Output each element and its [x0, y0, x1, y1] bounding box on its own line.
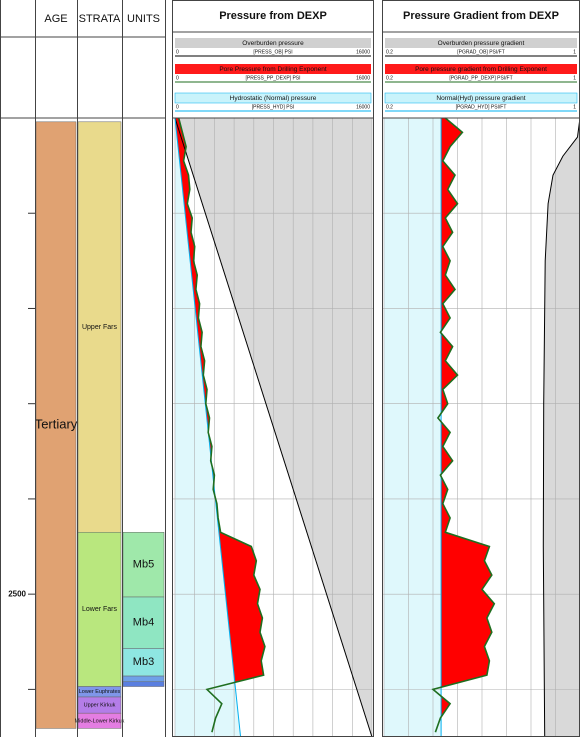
overburden-scale-right: 16000 [356, 49, 370, 55]
pore-mnemonic: [PGRAD_PP_DEXP] PSI/FT [449, 75, 512, 81]
strata-label: Lower Fars [82, 606, 118, 613]
hydrostatic-mnemonic: [PGRAD_HYD] PSI/FT [456, 104, 507, 110]
age-label: Tertiary [35, 416, 78, 431]
overburden-line [542, 117, 580, 737]
pore-legend-bar [175, 64, 371, 74]
units-zone [122, 596, 165, 649]
pore-mnemonic: [PRESS_PP_DEXP] PSI [245, 75, 300, 81]
hydrostatic-legend-name: Normal(Hyd) pressure gradient [436, 95, 525, 102]
units-zone [122, 532, 165, 598]
units-label: Mb5 [133, 559, 154, 571]
pore-scale-right: 16000 [356, 75, 370, 81]
units-zone [122, 675, 165, 683]
hydrostatic-mnemonic: [PRESS_HYD] PSI [252, 104, 295, 110]
overburden-mnemonic: [PRESS_OB] PSI [253, 49, 292, 55]
strata-label: Upper Fars [82, 324, 118, 331]
pore-scale-left: 0 [176, 75, 179, 81]
pore-excess-fill [441, 118, 495, 733]
age-zone [35, 121, 77, 729]
strata-label: Middle-Lower Kirkuk [75, 718, 125, 724]
column-title: UNITS [127, 13, 160, 25]
units-label: Mb4 [133, 617, 154, 629]
overburden-legend-name: Overburden pressure gradient [438, 40, 525, 47]
track-title: Pressure from DEXP [219, 10, 327, 22]
hydrostatic-line [174, 117, 242, 737]
hydrostatic-scale-left: 0 [176, 104, 179, 110]
overburden-fill [543, 118, 580, 737]
depth-label: 2500 [8, 589, 26, 598]
overburden-legend-name: Overburden pressure [242, 40, 304, 47]
hydrostatic-fill [384, 118, 442, 737]
overburden-scale-right: 1 [573, 49, 576, 55]
hydrostatic-scale-right: 1 [573, 104, 576, 110]
strata-zone [77, 532, 122, 687]
strata-label: Upper Kirkuk [84, 703, 116, 709]
pore-legend-name: Pore Pressure from Drilling Exponent [219, 66, 326, 73]
column-title: STRATA [79, 13, 121, 25]
overburden-legend-bar [175, 38, 371, 48]
pore-legend-bar [385, 64, 577, 74]
pore-line [177, 117, 266, 733]
overburden-mnemonic: [PGRAD_OB] PSI/FT [457, 49, 505, 55]
hydrostatic-legend-bar [174, 92, 372, 104]
pore-line [431, 117, 496, 733]
overburden-legend-bar [385, 38, 577, 48]
strata-zone [77, 121, 122, 533]
hydrostatic-legend-name: Hydrostatic (Normal) pressure [230, 95, 317, 102]
strata-label: Lower Euphrates [79, 689, 121, 695]
hydrostatic-legend-bar [384, 92, 578, 104]
pore-scale-left: 0.2 [386, 75, 393, 81]
units-zone [122, 681, 165, 687]
column-title: AGE [44, 13, 67, 25]
overburden-scale-left: 0 [176, 49, 179, 55]
overburden-line [174, 117, 373, 737]
hydrostatic-scale-left: 0.2 [386, 104, 393, 110]
pore-scale-right: 1 [573, 75, 576, 81]
track-title: Pressure Gradient from DEXP [403, 10, 559, 22]
overburden-scale-left: 0.2 [386, 49, 393, 55]
pore-legend-name: Pore pressure gradient from Drilling Exp… [415, 66, 547, 73]
units-label: Mb3 [133, 656, 154, 668]
hydrostatic-scale-right: 16000 [356, 104, 370, 110]
